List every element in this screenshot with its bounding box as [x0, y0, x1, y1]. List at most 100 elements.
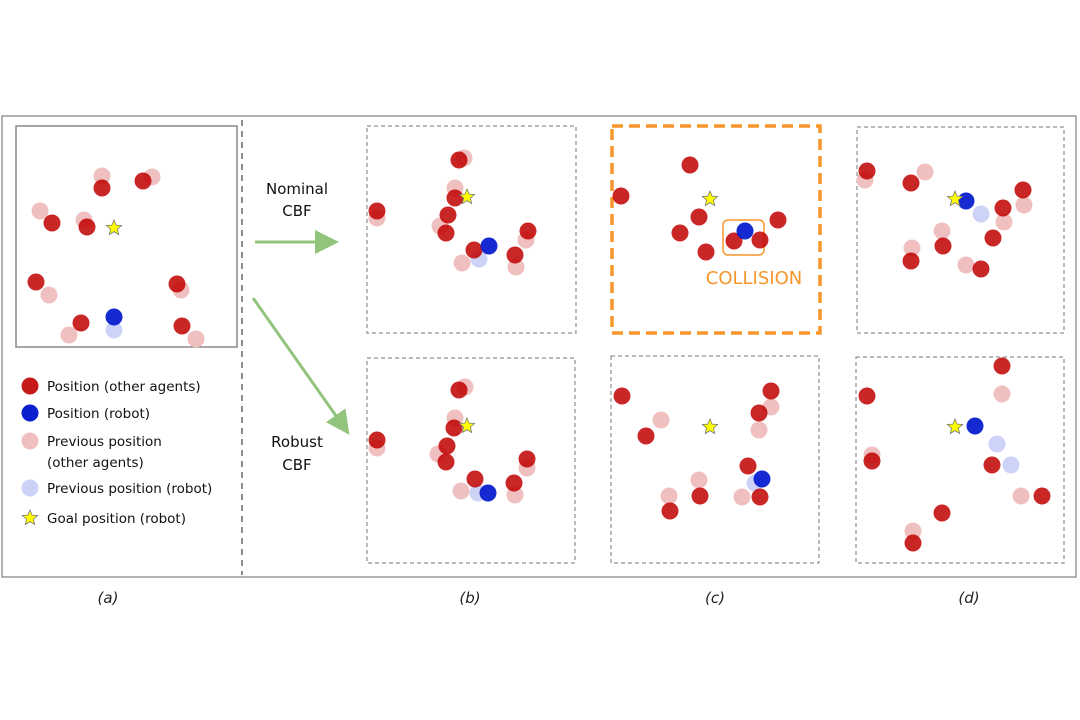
previous-agent-dot — [453, 254, 471, 272]
agent-dot — [368, 431, 386, 449]
agent-dot — [450, 381, 468, 399]
agent-dot — [445, 419, 463, 437]
previous-agent-dot — [40, 286, 58, 304]
goal-star-icon — [946, 417, 964, 435]
agent-dot — [519, 222, 537, 240]
agent-dot — [858, 162, 876, 180]
agent-dot — [750, 404, 768, 422]
previous-agent-dot — [903, 239, 921, 257]
agent-dot — [1014, 181, 1032, 199]
agent-dot — [72, 314, 90, 332]
agent-dot — [863, 452, 881, 470]
agent-dot — [93, 179, 111, 197]
agent-dot — [466, 470, 484, 488]
previous-agent-dot — [652, 411, 670, 429]
agent-dot — [739, 457, 757, 475]
panel-d-robust-box — [855, 356, 1065, 564]
agent-dot — [993, 357, 1011, 375]
panel-a-box — [15, 125, 238, 348]
legend-text: Previous position (robot) — [47, 481, 212, 497]
robust-arrow — [251, 297, 350, 435]
legend-text: Previous position — [47, 434, 162, 450]
previous-agent-dot — [60, 326, 78, 344]
agent-dot — [465, 241, 483, 259]
goal-star-icon — [701, 417, 719, 435]
previous-agent-dot — [995, 213, 1013, 231]
previous-robot-dot — [105, 321, 123, 339]
collision-label: COLLISION — [706, 268, 802, 289]
caption-b: (b) — [459, 589, 480, 607]
legend-text: Position (other agents) — [47, 379, 201, 395]
previous-agent-dot — [957, 256, 975, 274]
robot-dot — [736, 222, 754, 240]
agent-dot — [751, 488, 769, 506]
previous-robot-dot — [972, 205, 990, 223]
previous-agent-dot — [904, 522, 922, 540]
caption-c: (c) — [705, 589, 725, 607]
agent-dot — [78, 218, 96, 236]
robot-dot — [957, 192, 975, 210]
agent-dot — [43, 214, 61, 232]
robot-dot — [105, 308, 123, 326]
legend-text: Goal position (robot) — [47, 511, 186, 527]
agent-dot — [505, 474, 523, 492]
agent-dot — [762, 382, 780, 400]
pink-dot-icon — [21, 432, 39, 450]
blue-dot-icon — [21, 404, 39, 422]
agent-dot — [437, 224, 455, 242]
previous-agent-dot — [31, 202, 49, 220]
agent-dot — [697, 243, 715, 261]
agent-dot — [1033, 487, 1051, 505]
agent-dot — [902, 252, 920, 270]
nominal-label-1: Nominal — [266, 180, 328, 198]
agent-dot — [518, 450, 536, 468]
goal-star-icon — [458, 416, 476, 434]
agent-dot — [858, 387, 876, 405]
previous-agent-dot — [187, 330, 205, 348]
agent-dot — [934, 237, 952, 255]
red-dot-icon — [21, 377, 39, 395]
previous-agent-dot — [733, 488, 751, 506]
agent-dot — [681, 156, 699, 174]
agent-dot — [661, 502, 679, 520]
agent-dot — [972, 260, 990, 278]
panel-b-robust-box — [366, 357, 576, 564]
goal-star-icon — [105, 218, 123, 236]
agent-dot — [691, 487, 709, 505]
previous-agent-dot — [452, 482, 470, 500]
goal-star-icon — [701, 189, 719, 207]
agent-dot — [438, 437, 456, 455]
previous-agent-dot — [750, 421, 768, 439]
agent-dot — [439, 206, 457, 224]
agent-dot — [902, 174, 920, 192]
legend-text: (other agents) — [47, 455, 144, 471]
agent-dot — [769, 211, 787, 229]
agent-dot — [637, 427, 655, 445]
agent-dot — [613, 387, 631, 405]
robust-label-2: CBF — [282, 456, 311, 474]
robust-label-1: Robust — [271, 433, 323, 451]
previous-agent-dot — [690, 471, 708, 489]
agent-dot — [983, 456, 1001, 474]
previous-agent-dot — [993, 385, 1011, 403]
agent-dot — [446, 189, 464, 207]
previous-agent-dot — [93, 167, 111, 185]
agent-dot — [933, 504, 951, 522]
agent-dot — [27, 273, 45, 291]
previous-agent-dot — [1015, 196, 1033, 214]
star-icon — [21, 508, 39, 526]
legend: Position (other agents) Position (robot) P… — [21, 377, 212, 527]
agent-dot — [506, 246, 524, 264]
robot-dot — [966, 417, 984, 435]
agent-dot — [725, 232, 743, 250]
agent-dot — [450, 151, 468, 169]
agent-dot — [368, 202, 386, 220]
previous-agent-dot — [1012, 487, 1030, 505]
nominal-label-2: CBF — [282, 202, 311, 220]
previous-agent-dot — [916, 163, 934, 181]
caption-d: (d) — [958, 589, 979, 607]
previous-robot-dot — [1002, 456, 1020, 474]
agent-dot — [612, 187, 630, 205]
previous-robot-dot — [988, 435, 1006, 453]
panel-d-nominal-box — [856, 126, 1065, 334]
